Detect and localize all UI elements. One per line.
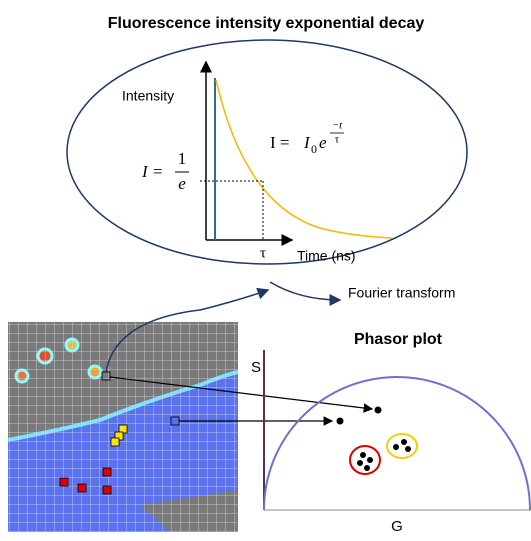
eq-exp: e bbox=[319, 133, 327, 152]
s-label: S bbox=[251, 359, 261, 376]
phasor-point bbox=[364, 465, 370, 471]
level-num: 1 bbox=[178, 149, 187, 168]
eq-den: τ bbox=[335, 134, 340, 146]
pixel bbox=[103, 468, 111, 476]
tau-label: τ bbox=[260, 245, 266, 261]
pixel bbox=[103, 486, 111, 494]
universal-circle bbox=[264, 377, 530, 510]
phasor-point bbox=[375, 407, 382, 414]
decay-curve bbox=[216, 80, 392, 238]
phasor-point bbox=[360, 452, 366, 458]
pixel bbox=[171, 417, 179, 425]
transform-label: Fourier transform bbox=[348, 285, 455, 301]
title: Fluorescence intensity exponential decay bbox=[108, 15, 425, 32]
eq-num: −t bbox=[332, 120, 343, 132]
diagram: Fluorescence intensity exponential decay… bbox=[0, 0, 531, 536]
x-label: Time (ns) bbox=[297, 248, 356, 264]
pixel bbox=[111, 438, 119, 446]
level-den: e bbox=[178, 174, 186, 193]
y-label: Intensity bbox=[122, 88, 174, 104]
level-equation: I = 1 e bbox=[141, 149, 189, 193]
image bbox=[8, 290, 268, 532]
g-label: G bbox=[391, 518, 403, 535]
phasor-point bbox=[337, 418, 344, 425]
cluster-yellow bbox=[387, 434, 417, 458]
level-lhs: I = bbox=[141, 162, 163, 181]
phasor-point bbox=[367, 457, 373, 463]
phasor-point bbox=[357, 460, 363, 466]
phasor-point bbox=[405, 446, 411, 452]
equation: I = I 0 e −t τ bbox=[270, 120, 344, 156]
eq-base: I bbox=[303, 133, 311, 152]
pixel bbox=[78, 484, 86, 492]
phasor-title: Phasor plot bbox=[354, 331, 443, 348]
eq-sub: 0 bbox=[311, 142, 317, 156]
decay-bubble bbox=[67, 40, 467, 264]
transform-arrow bbox=[270, 282, 340, 300]
eq-lhs: I = bbox=[270, 133, 290, 152]
pixel bbox=[60, 478, 68, 486]
phasor-point bbox=[401, 439, 407, 445]
phasor-point bbox=[393, 444, 399, 450]
